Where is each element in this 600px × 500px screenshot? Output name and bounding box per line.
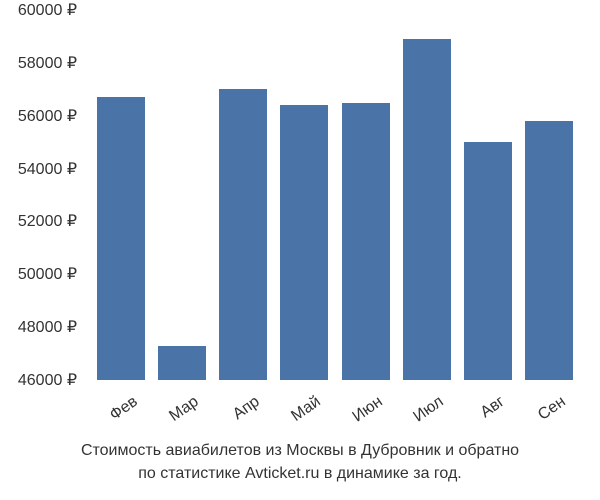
plot-area [90,10,580,380]
x-tick-label: Апр [220,393,263,431]
y-tick-label: 50000 ₽ [18,264,77,284]
x-tick-label: Май [282,393,325,431]
x-tick-label: Фев [98,393,141,431]
bar [342,103,390,381]
y-tick-label: 60000 ₽ [18,0,77,20]
bar [97,97,145,380]
caption: Стоимость авиабилетов из Москвы в Дубров… [0,440,600,485]
caption-line-1: Стоимость авиабилетов из Москвы в Дубров… [0,440,600,462]
y-tick-label: 54000 ₽ [18,159,77,179]
x-axis: Фев Мар Апр Май Июн Июл Авг Сен [90,385,580,435]
chart-area [90,10,580,380]
bar [280,105,328,380]
bar [219,89,267,380]
bar [464,142,512,380]
y-tick-label: 46000 ₽ [18,370,77,390]
caption-line-2: по статистике Avticket.ru в динамике за … [0,463,600,485]
y-tick-label: 48000 ₽ [18,317,77,337]
bar [403,39,451,380]
y-tick-label: 52000 ₽ [18,211,77,231]
x-tick-label: Мар [159,393,202,431]
y-tick-label: 58000 ₽ [18,53,77,73]
x-tick-label: Авг [465,393,508,431]
bar [158,346,206,380]
y-axis: 46000 ₽48000 ₽50000 ₽52000 ₽54000 ₽56000… [0,10,85,380]
y-tick-label: 56000 ₽ [18,106,77,126]
bar [525,121,573,380]
x-tick-label: Июл [404,393,447,431]
x-tick-label: Июн [343,393,386,431]
x-tick-label: Сен [527,393,570,431]
